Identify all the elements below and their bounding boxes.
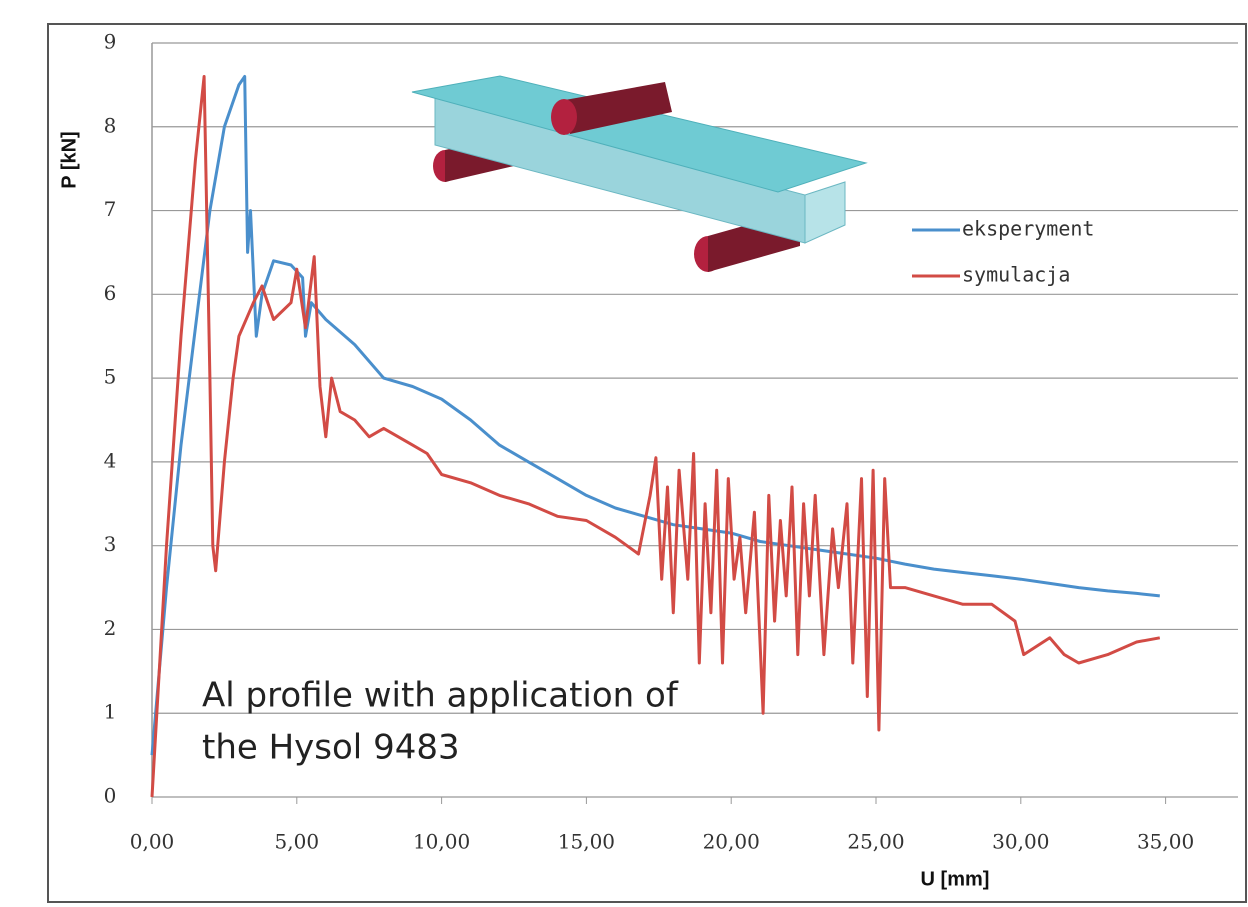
- legend-label: symulacja: [962, 263, 1070, 287]
- x-tick-label: 35,00: [1137, 830, 1194, 854]
- y-tick-label: 2: [104, 616, 117, 640]
- x-tick-label: 15,00: [558, 830, 615, 854]
- legend-label: eksperyment: [962, 217, 1094, 241]
- annotation: Al profile with application of: [202, 676, 679, 716]
- y-tick-label: 3: [104, 532, 117, 556]
- y-tick-label: 8: [104, 113, 117, 137]
- y-tick-label: 7: [104, 197, 117, 221]
- y-tick-label: 0: [104, 784, 117, 808]
- y-tick-label: 5: [104, 365, 117, 389]
- x-tick-label: 0,00: [130, 830, 175, 854]
- x-tick-label: 25,00: [847, 830, 904, 854]
- y-axis-label: P [kN]: [58, 131, 80, 188]
- y-tick-label: 1: [104, 700, 117, 724]
- y-tick-label: 4: [104, 448, 117, 472]
- x-tick-label: 30,00: [992, 830, 1049, 854]
- chart: P [kN] U [mm] Al profile with applicatio…: [0, 0, 1248, 907]
- x-tick-label: 5,00: [275, 830, 320, 854]
- y-tick-label: 9: [104, 30, 117, 54]
- x-tick-label: 20,00: [703, 830, 760, 854]
- x-tick-label: 10,00: [413, 830, 470, 854]
- x-axis-label: U [mm]: [921, 868, 990, 890]
- annotation: the Hysol 9483: [202, 728, 460, 768]
- roller-end: [551, 99, 577, 135]
- y-tick-label: 6: [104, 281, 117, 305]
